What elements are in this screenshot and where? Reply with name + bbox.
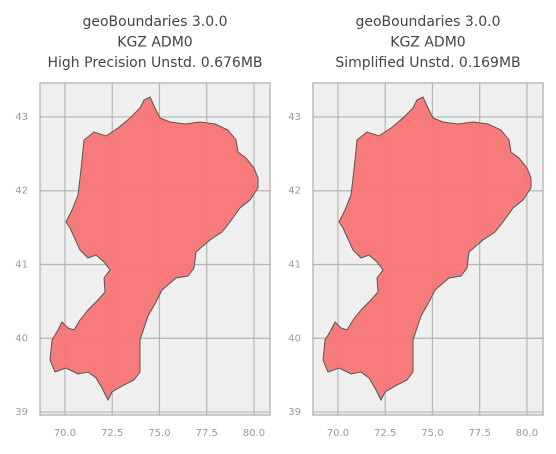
x-tick-label: 75.0	[148, 428, 170, 439]
x-tick-label: 80.0	[516, 428, 538, 439]
y-tick-label: 40	[288, 333, 301, 344]
country-boundary	[322, 96, 532, 402]
country-boundary	[49, 96, 259, 402]
chart-title: KGZ ADM0	[117, 35, 192, 51]
chart-title: KGZ ADM0	[390, 35, 465, 51]
x-tick-label: 70.0	[327, 428, 349, 439]
y-tick-label: 43	[15, 112, 28, 123]
x-tick-label: 80.0	[243, 428, 265, 439]
chart-title: Simplified Unstd. 0.169MB	[335, 55, 520, 71]
x-tick-label: 77.5	[469, 428, 491, 439]
y-tick-label: 42	[288, 186, 301, 197]
x-tick-label: 72.5	[374, 428, 396, 439]
chart-title: geoBoundaries 3.0.0	[355, 14, 500, 30]
x-tick-label: 70.0	[54, 428, 76, 439]
y-tick-label: 41	[15, 259, 28, 270]
y-tick-label: 39	[288, 407, 301, 418]
y-tick-label: 40	[15, 333, 28, 344]
chart-title: geoBoundaries 3.0.0	[82, 14, 227, 30]
chart-title: High Precision Unstd. 0.676MB	[48, 55, 263, 71]
x-tick-label: 75.0	[421, 428, 443, 439]
y-tick-label: 39	[15, 407, 28, 418]
y-tick-label: 41	[288, 259, 301, 270]
y-tick-label: 43	[288, 112, 301, 123]
x-tick-label: 77.5	[196, 428, 218, 439]
x-tick-label: 72.5	[101, 428, 123, 439]
y-tick-label: 42	[15, 186, 28, 197]
